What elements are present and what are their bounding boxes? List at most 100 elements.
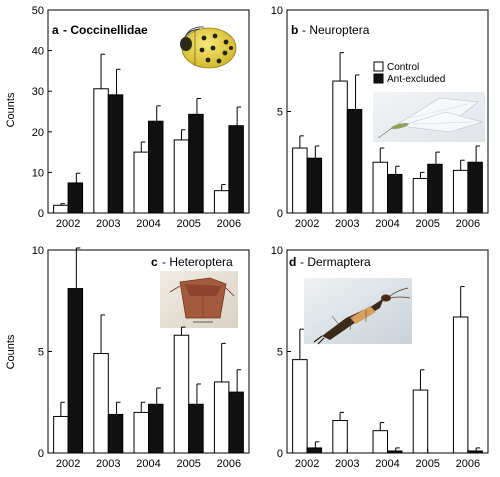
plot-c-ylabel: Counts (5, 334, 17, 369)
plot-a: 0 10 20 30 40 50 Counts 2002 2003 2004 2005 2006 (5, 5, 250, 230)
plot-b-ytick-label: 0 (277, 208, 283, 220)
bar-a-control-2006 (213, 190, 230, 214)
bar-a-ant-excluded-2003 (107, 94, 124, 214)
plot-d-xtick-label: 2003 (335, 458, 359, 470)
plot-a-ytick-label: 50 (32, 5, 44, 17)
lacewing-photo (373, 92, 485, 142)
bar-b-control-2004 (372, 161, 389, 214)
bar-a-control-2002 (53, 204, 69, 214)
legend-ant-swatch (373, 73, 384, 84)
bar-c-control-2003 (93, 353, 109, 454)
plot-b-ytick-label: 5 (277, 107, 283, 119)
bar-c-control-2006 (213, 381, 230, 454)
plot-d-ytick-label: 10 (271, 245, 283, 257)
earwig-photo (304, 278, 412, 345)
plot-b-xtick-label: 2006 (456, 218, 480, 230)
plot-d-xtick-label: 2005 (415, 458, 439, 470)
plot-b-xtick-label: 2004 (375, 218, 399, 230)
plot-a-xtick-label: 2002 (56, 218, 80, 230)
plot-a-xtick-label: 2004 (136, 218, 160, 230)
plot-a-ylabel: Counts (5, 92, 17, 127)
panel-d: d - Dermaptera (289, 255, 412, 345)
plot-d-ytick-label: 5 (277, 347, 283, 359)
panel-d-letter: d (289, 255, 296, 269)
plot-c-xtick-label: 2004 (136, 458, 160, 470)
bar-d-control-2005 (412, 389, 429, 454)
legend-control-label: Control (387, 62, 419, 73)
plot-b-xtick-label: 2005 (415, 218, 439, 230)
panel-b: b - Neuroptera Control Ant-excluded (291, 23, 485, 142)
plot-d-xtick-label: 2002 (295, 458, 319, 470)
bar-c-control-2002 (53, 415, 69, 454)
plot-d: 0 5 10 2002 2003 2004 2005 2006 (271, 245, 489, 470)
bar-b-ant-excluded-2004 (387, 173, 403, 214)
panel-a-title: - Coccinellidae (63, 23, 148, 37)
bar-c-ant-excluded-2002 (67, 288, 84, 454)
bar-d-control-2004 (372, 430, 389, 454)
plot-d-ytick-label: 0 (277, 448, 283, 460)
plot-c-ytick-label: 5 (38, 347, 44, 359)
panel-b-letter: b (291, 23, 298, 37)
plot-a-xtick-label: 2005 (176, 218, 200, 230)
bar-b-ant-excluded-2005 (427, 163, 443, 214)
bar-b-ant-excluded-2003 (346, 108, 363, 214)
bar-b-ant-excluded-2006 (467, 161, 483, 214)
plot-b: 0 5 10 2002 2003 2004 2005 2006 (271, 5, 489, 230)
bar-a-control-2003 (93, 88, 109, 214)
bar-a-control-2004 (133, 151, 149, 214)
bar-c-ant-excluded-2003 (107, 413, 124, 454)
plot-a-xtick-label: 2006 (217, 218, 241, 230)
plot-d-xtick-label: 2006 (456, 458, 480, 470)
bar-d-ant-excluded-2002 (306, 447, 323, 454)
bar-d-ant-excluded-2004 (387, 450, 403, 454)
bar-c-ant-excluded-2006 (228, 391, 244, 454)
bar-d-control-2002 (292, 359, 308, 454)
bar-a-ant-excluded-2002 (67, 182, 84, 214)
bar-b-control-2006 (452, 169, 469, 214)
legend-control-swatch (373, 61, 384, 72)
panel-c-letter: c (151, 255, 158, 269)
plot-c-xtick-label: 2006 (217, 458, 241, 470)
plot-a-ytick-label: 40 (32, 46, 44, 58)
plot-a-ytick-label: 10 (32, 167, 44, 179)
plot-c-xtick-label: 2003 (96, 458, 120, 470)
plot-c: 0 5 10 Counts 2002 2003 2004 2005 2006 (5, 245, 250, 470)
panel-c: c - Heteroptera (151, 255, 238, 328)
panel-b-title: - Neuroptera (302, 23, 370, 37)
panel-d-title: - Dermaptera (300, 255, 371, 269)
bar-b-control-2003 (332, 80, 348, 214)
legend-ant-label: Ant-excluded (387, 74, 445, 85)
bar-a-ant-excluded-2006 (228, 125, 244, 214)
bar-b-control-2005 (412, 177, 429, 214)
panel-c-title: - Heteroptera (162, 255, 233, 269)
bar-a-control-2005 (173, 139, 190, 214)
plot-c-ytick-label: 0 (38, 448, 44, 460)
plot-b-xtick-label: 2003 (335, 218, 359, 230)
bar-d-control-2003 (332, 420, 348, 454)
plot-b-xtick-label: 2002 (295, 218, 319, 230)
bar-a-ant-excluded-2005 (188, 113, 204, 214)
true-bug-photo (160, 271, 238, 328)
bar-d-control-2006 (452, 316, 469, 454)
plot-c-ytick-label: 10 (32, 245, 44, 257)
plot-a-ytick-label: 30 (32, 86, 44, 98)
plot-b-ytick-label: 10 (271, 5, 283, 17)
legend: Control Ant-excluded (373, 61, 445, 85)
plot-d-xtick-label: 2004 (375, 458, 399, 470)
ladybird-beetle-photo (180, 26, 237, 69)
plot-c-xtick-label: 2002 (56, 458, 80, 470)
plot-a-ytick-label: 20 (32, 127, 44, 139)
bar-c-ant-excluded-2004 (148, 403, 164, 454)
plot-a-xtick-label: 2003 (96, 218, 120, 230)
bar-c-control-2005 (173, 334, 190, 454)
bar-c-ant-excluded-2005 (188, 403, 204, 454)
plot-c-xtick-label: 2005 (176, 458, 200, 470)
bar-d-ant-excluded-2006 (467, 450, 483, 454)
bar-c-control-2004 (133, 411, 149, 454)
panel-a-letter: a (52, 23, 59, 37)
panel-a: a - Coccinellidae (52, 23, 237, 69)
bar-a-ant-excluded-2004 (148, 120, 164, 214)
bar-b-control-2002 (292, 147, 308, 214)
